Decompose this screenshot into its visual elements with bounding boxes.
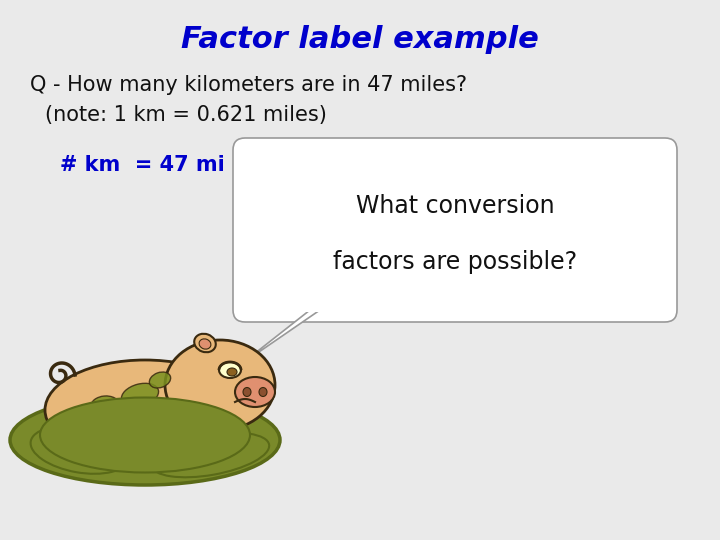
Ellipse shape	[149, 372, 171, 388]
Ellipse shape	[227, 368, 237, 376]
Ellipse shape	[10, 395, 280, 485]
Text: Q - How many kilometers are in 47 miles?: Q - How many kilometers are in 47 miles?	[30, 75, 467, 95]
Ellipse shape	[45, 360, 245, 460]
Ellipse shape	[150, 433, 269, 477]
Ellipse shape	[199, 339, 211, 349]
Text: # km  = 47 mi: # km = 47 mi	[60, 155, 225, 175]
Ellipse shape	[219, 362, 241, 378]
Ellipse shape	[194, 334, 216, 352]
Polygon shape	[240, 310, 320, 365]
Text: factors are possible?: factors are possible?	[333, 250, 577, 274]
Text: (note: 1 km = 0.621 miles): (note: 1 km = 0.621 miles)	[45, 105, 327, 125]
Ellipse shape	[122, 383, 158, 407]
Polygon shape	[302, 307, 328, 312]
Ellipse shape	[40, 397, 250, 472]
Ellipse shape	[259, 388, 267, 396]
Text: Factor label example: Factor label example	[181, 25, 539, 55]
Text: What conversion: What conversion	[356, 194, 554, 218]
Ellipse shape	[243, 388, 251, 396]
Text: 0.621 mi: 0.621 mi	[314, 172, 406, 192]
Ellipse shape	[155, 406, 185, 424]
Text: 1 km: 1 km	[534, 172, 586, 192]
FancyBboxPatch shape	[233, 138, 677, 322]
Ellipse shape	[91, 396, 119, 414]
Ellipse shape	[165, 340, 275, 430]
Ellipse shape	[235, 377, 275, 407]
Text: 1 km: 1 km	[334, 138, 386, 158]
Ellipse shape	[31, 426, 130, 474]
Text: 0.621 mi: 0.621 mi	[514, 138, 606, 158]
